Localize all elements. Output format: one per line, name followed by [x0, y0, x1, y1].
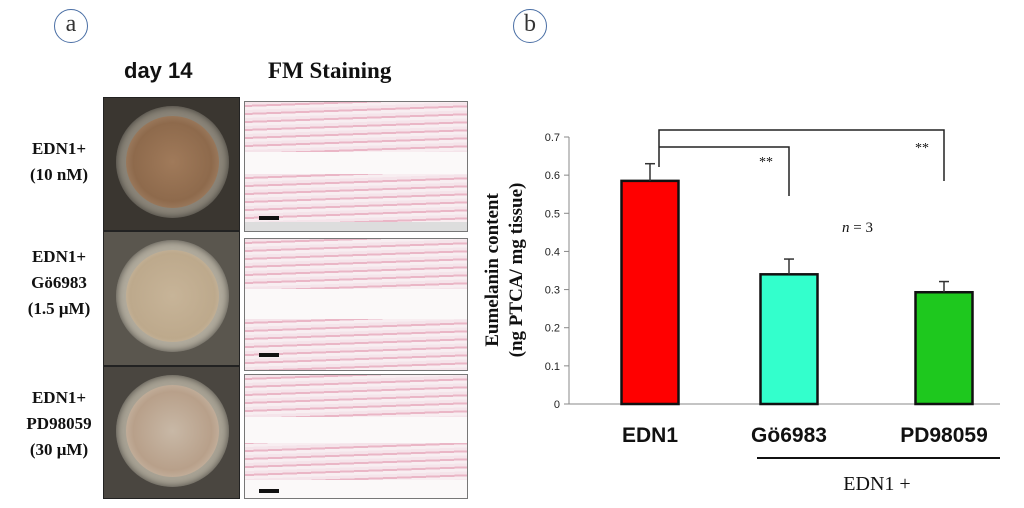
panel-b-label: b [513, 9, 547, 43]
row2-line1: EDN1+ [31, 247, 87, 266]
n-value: = 3 [850, 220, 873, 236]
y-tick-label: 0.3 [545, 285, 560, 297]
row2-line2: Gö6983 [31, 273, 87, 292]
y-axis-label-line2: (ng PTCA/ mg tissue) [506, 183, 527, 358]
edn1-plus-label: EDN1 + [843, 473, 910, 495]
row1-line2: (10 nM) [29, 165, 89, 184]
y-tick-label: 0.2 [545, 323, 560, 335]
y-tick-label: 0.5 [545, 208, 560, 220]
row-label-edn1: EDN1+ (10 nM) [0, 136, 118, 188]
bar-2 [759, 273, 819, 406]
y-tick-label: 0.7 [545, 132, 560, 144]
x-tick-label: EDN1 [622, 424, 678, 447]
bar-3 [914, 290, 974, 406]
well-image-edn1 [103, 97, 240, 231]
fm-stain-image-edn1 [244, 101, 468, 232]
fm-staining-header: FM Staining [268, 58, 392, 83]
y-tick-label: 0.1 [545, 361, 560, 373]
x-tick-label: PD98059 [900, 424, 988, 447]
significance-mark-2: ** [915, 141, 929, 156]
row3-line3: (30 μM) [29, 440, 89, 459]
row1-line1: EDN1+ [31, 139, 87, 158]
well-image-go6983 [103, 231, 240, 366]
row-label-pd98059: EDN1+ PD98059 (30 μM) [0, 385, 118, 463]
y-axis-label-line1: Eumelanin content [482, 193, 503, 347]
row2-line3: (1.5 μM) [27, 299, 91, 318]
bars [620, 179, 974, 406]
y-tick-label: 0.4 [545, 246, 560, 258]
n-symbol: n [842, 220, 850, 236]
well-image-pd98059 [103, 366, 240, 499]
day14-header: day 14 [124, 58, 193, 83]
fm-stain-image-pd98059 [244, 374, 468, 499]
error-bars [645, 162, 949, 293]
fm-stain-image-go6983 [244, 238, 468, 371]
significance-mark-1: ** [759, 155, 773, 170]
row-label-go6983: EDN1+ Gö6983 (1.5 μM) [0, 244, 118, 322]
bracket-edn1-vs-go6983 [659, 146, 790, 196]
bracket-edn1-vs-pd98059 [658, 129, 945, 181]
n-annotation: n = 3 [842, 220, 873, 236]
y-tick-label: 0.6 [545, 170, 560, 182]
y-tick-label: 0 [554, 399, 560, 411]
panel-a-label: a [54, 9, 88, 43]
row3-line2: PD98059 [26, 414, 92, 433]
row3-line1: EDN1+ [31, 388, 87, 407]
x-tick-labels: EDN1 Gö6983 PD98059 [622, 424, 988, 447]
y-ticks: 0 0.1 0.2 0.3 0.4 0.5 0.6 0.7 [545, 132, 569, 411]
significance-brackets: ** ** [658, 129, 945, 196]
bar-1 [620, 179, 680, 406]
x-tick-label: Gö6983 [751, 424, 827, 447]
